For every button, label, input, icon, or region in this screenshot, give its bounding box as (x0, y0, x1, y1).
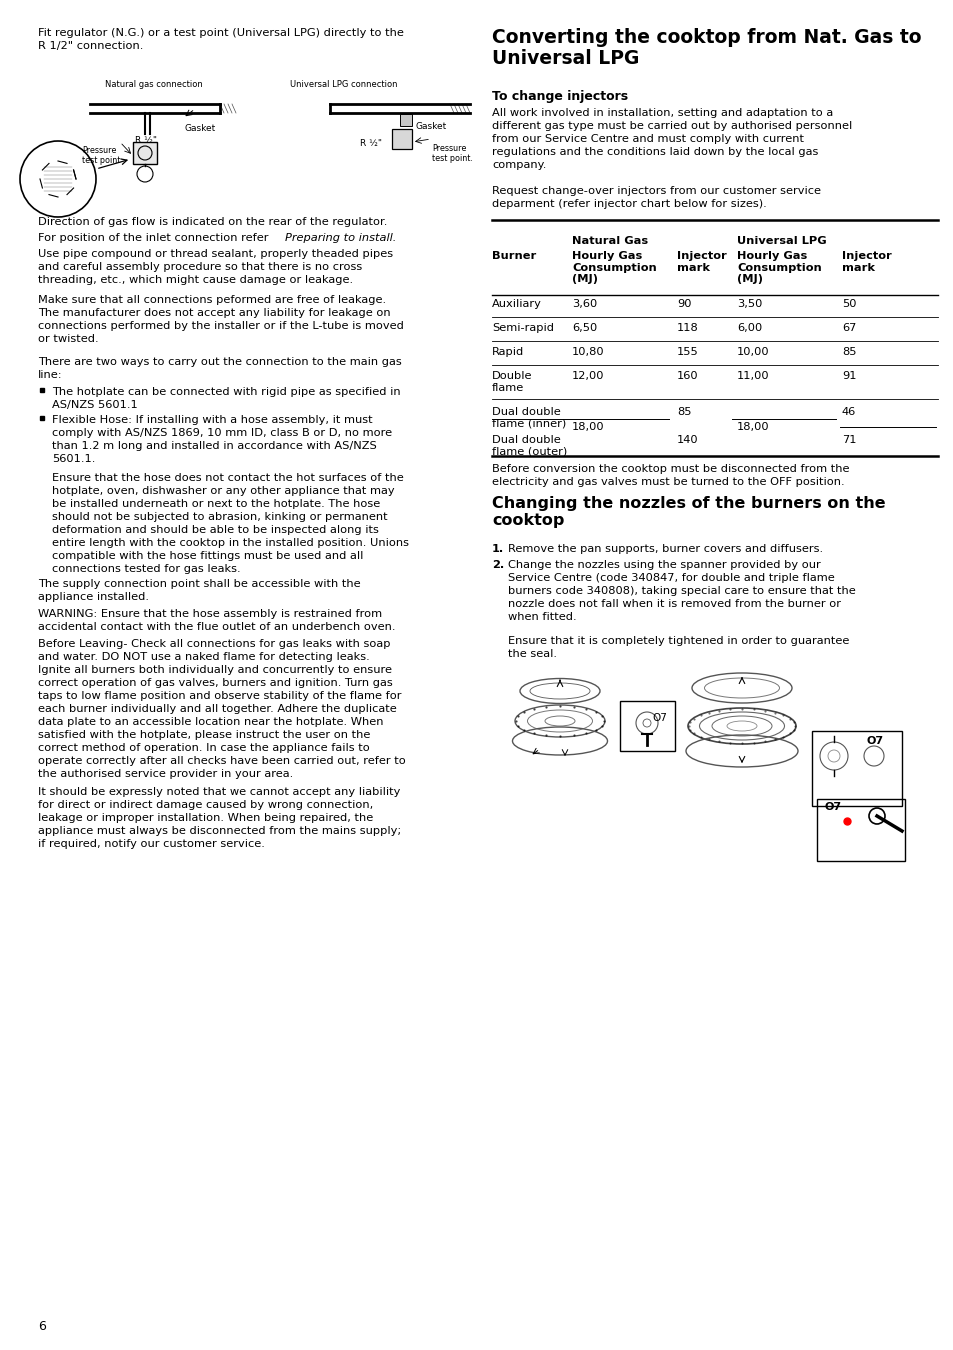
Text: Natural gas connection: Natural gas connection (105, 80, 203, 89)
Text: Pressure
test point: Pressure test point (82, 146, 120, 166)
Bar (392, 130, 412, 148)
Text: 67: 67 (841, 323, 856, 333)
Bar (811, 730, 901, 806)
Text: Changing the nozzles of the burners on the
cooktop: Changing the nozzles of the burners on t… (492, 495, 884, 528)
Text: Dual double
flame (inner): Dual double flame (inner) (492, 406, 566, 428)
Text: Direction of gas flow is indicated on the rear of the regulator.: Direction of gas flow is indicated on th… (38, 217, 387, 227)
Text: Before conversion the cooktop must be disconnected from the
electricity and gas : Before conversion the cooktop must be di… (492, 464, 848, 487)
Text: Natural Gas: Natural Gas (572, 236, 647, 246)
Text: R ½": R ½" (359, 139, 381, 148)
Text: Semi-rapid: Semi-rapid (492, 323, 554, 333)
Text: 50: 50 (841, 298, 856, 309)
Text: Rapid: Rapid (492, 347, 524, 356)
Text: Ensure that the hose does not contact the hot surfaces of the
hotplate, oven, di: Ensure that the hose does not contact th… (52, 472, 409, 574)
Text: Injector
mark: Injector mark (841, 251, 891, 273)
Text: Request change-over injectors from our customer service
deparment (refer injecto: Request change-over injectors from our c… (492, 186, 821, 209)
Text: Use pipe compound or thread sealant, properly theaded pipes
and careful assembly: Use pipe compound or thread sealant, pro… (38, 248, 393, 285)
Bar (619, 701, 675, 751)
Text: 160: 160 (677, 371, 698, 381)
Text: 85: 85 (841, 347, 856, 356)
Text: 6,50: 6,50 (572, 323, 597, 333)
Text: 11,00: 11,00 (737, 371, 769, 381)
Text: All work involved in installation, setting and adaptation to a
different gas typ: All work involved in installation, setti… (492, 108, 851, 170)
Bar (399, 113, 412, 126)
Text: WARNING: Ensure that the hose assembly is restrained from
accidental contact wit: WARNING: Ensure that the hose assembly i… (38, 609, 395, 632)
Text: Universal LPG connection: Universal LPG connection (290, 80, 397, 89)
Text: Preparing to install.: Preparing to install. (285, 234, 395, 243)
Text: 6,00: 6,00 (737, 323, 761, 333)
Text: O7: O7 (866, 736, 883, 747)
Text: O7: O7 (824, 802, 841, 811)
Text: Double
flame: Double flame (492, 371, 532, 393)
Text: Change the nozzles using the spanner provided by our
Service Centre (code 340847: Change the nozzles using the spanner pro… (507, 560, 855, 622)
Text: 18,00: 18,00 (737, 423, 769, 432)
Text: 3,50: 3,50 (737, 298, 761, 309)
Text: Fit regulator (N.G.) or a test point (Universal LPG) directly to the
R 1/2" conn: Fit regulator (N.G.) or a test point (Un… (38, 28, 403, 51)
Text: Burner: Burner (492, 251, 536, 261)
Bar (816, 799, 904, 861)
Text: Before Leaving- Check all connections for gas leaks with soap
and water. DO NOT : Before Leaving- Check all connections fo… (38, 639, 405, 779)
Text: 6: 6 (38, 1320, 46, 1332)
Text: 12,00: 12,00 (572, 371, 604, 381)
Text: Dual double
flame (outer): Dual double flame (outer) (492, 435, 567, 456)
Text: Injector
mark: Injector mark (677, 251, 726, 273)
Text: 90: 90 (677, 298, 691, 309)
Text: Hourly Gas
Consumption
(MJ): Hourly Gas Consumption (MJ) (572, 251, 656, 285)
Text: 10,80: 10,80 (572, 347, 604, 356)
Text: It should be expressly noted that we cannot accept any liability
for direct or i: It should be expressly noted that we can… (38, 787, 401, 849)
Text: 46: 46 (841, 406, 856, 417)
Text: 2.: 2. (492, 560, 504, 570)
Text: Ensure that it is completely tightened in order to guarantee
the seal.: Ensure that it is completely tightened i… (507, 636, 848, 659)
Text: R ½": R ½" (135, 136, 157, 144)
Text: Pressure
test point.: Pressure test point. (432, 144, 473, 163)
Text: Auxiliary: Auxiliary (492, 298, 541, 309)
Text: Gasket: Gasket (416, 122, 447, 131)
Text: 155: 155 (677, 347, 698, 356)
Text: 10,00: 10,00 (737, 347, 769, 356)
Text: 91: 91 (841, 371, 856, 381)
Text: Remove the pan supports, burner covers and diffusers.: Remove the pan supports, burner covers a… (507, 544, 822, 554)
Text: For position of the inlet connection refer: For position of the inlet connection ref… (38, 234, 272, 243)
Text: 85: 85 (677, 406, 691, 417)
Text: The hotplate can be connected with rigid pipe as specified in
AS/NZS 5601.1: The hotplate can be connected with rigid… (52, 387, 400, 410)
Text: There are two ways to carry out the connection to the main gas
line:: There are two ways to carry out the conn… (38, 356, 401, 381)
Text: Flexible Hose: If installing with a hose assembly, it must
comply with AS/NZS 18: Flexible Hose: If installing with a hose… (52, 414, 392, 464)
Text: 1.: 1. (492, 544, 504, 554)
Text: Gasket: Gasket (185, 124, 216, 134)
Text: 3,60: 3,60 (572, 298, 597, 309)
Text: 118: 118 (677, 323, 698, 333)
Text: 18,00: 18,00 (572, 423, 604, 432)
Text: 140: 140 (677, 435, 698, 446)
Text: Converting the cooktop from Nat. Gas to
Universal LPG: Converting the cooktop from Nat. Gas to … (492, 28, 921, 69)
Text: O7: O7 (651, 713, 666, 724)
Text: Hourly Gas
Consumption
(MJ): Hourly Gas Consumption (MJ) (737, 251, 821, 285)
Text: To change injectors: To change injectors (492, 90, 627, 103)
Bar (132, 142, 157, 163)
Text: Make sure that all connections peformed are free of leakage.
The manufacturer do: Make sure that all connections peformed … (38, 296, 403, 344)
Text: 71: 71 (841, 435, 856, 446)
Text: The supply connection point shall be accessible with the
appliance installed.: The supply connection point shall be acc… (38, 579, 360, 602)
Text: Universal LPG: Universal LPG (737, 236, 825, 246)
